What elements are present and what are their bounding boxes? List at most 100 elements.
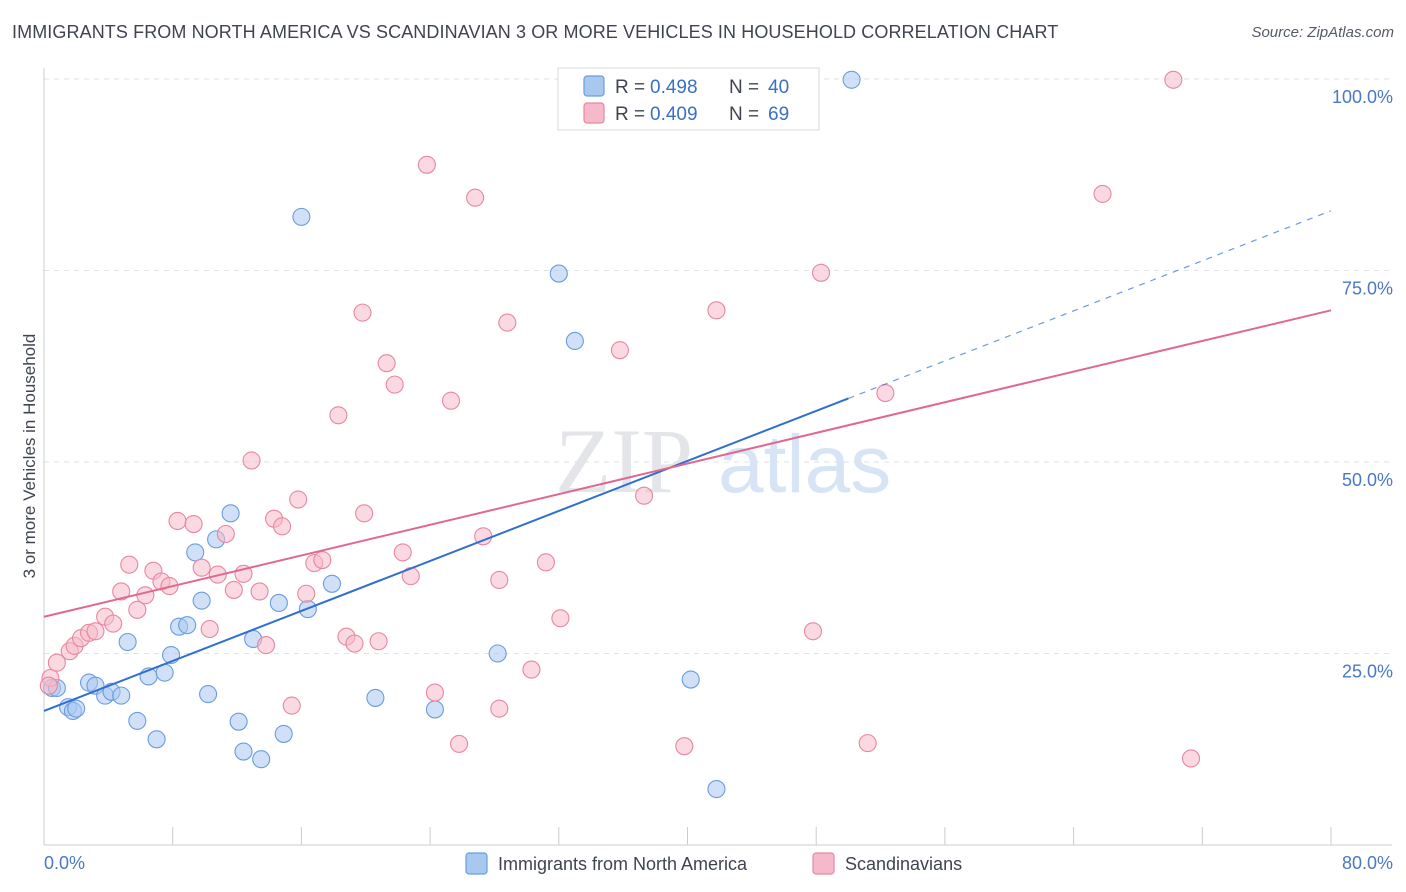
- point-scandinavians: [811, 263, 831, 282]
- legend-box: R = 0.498 N = 40 R = 0.409 N = 69: [557, 67, 820, 131]
- legend-r-value-north-america: 0.498: [650, 77, 698, 98]
- y-tick-label: 100.0%: [1332, 87, 1393, 107]
- point-scandinavians: [256, 636, 276, 655]
- point-scandinavians: [490, 699, 509, 718]
- bottom-legend: Immigrants from North America Scandinavi…: [465, 852, 962, 875]
- point-scandinavians: [1181, 749, 1201, 768]
- point-north-america: [186, 543, 205, 562]
- point-north-america: [67, 699, 86, 718]
- point-scandinavians: [250, 582, 269, 601]
- watermark-atlas: atlas: [718, 419, 891, 510]
- point-scandinavians: [313, 550, 332, 570]
- bottom-legend-swatch-north-america: [465, 852, 488, 875]
- point-scandinavians: [104, 614, 123, 633]
- trend-line-north-america-extension: [848, 210, 1332, 399]
- point-scandinavians: [329, 406, 348, 425]
- legend-n-value-scandinavians: 69: [768, 104, 789, 125]
- bottom-legend-label-north-america: Immigrants from North America: [498, 854, 748, 874]
- point-scandinavians: [635, 486, 654, 505]
- point-scandinavians: [803, 622, 823, 641]
- y-tick-labels: 25.0% 50.0% 75.0% 100.0%: [1332, 87, 1393, 682]
- point-scandinavians: [297, 584, 316, 603]
- bottom-legend-label-scandinavians: Scandinavians: [845, 854, 962, 874]
- point-scandinavians: [345, 634, 364, 653]
- trend-line-north-america: [43, 397, 849, 712]
- point-scandinavians: [522, 660, 541, 679]
- point-scandinavians: [128, 600, 147, 619]
- point-north-america: [707, 780, 726, 799]
- point-north-america: [128, 711, 147, 730]
- point-scandinavians: [184, 514, 203, 534]
- x-tick-label-min: 0.0%: [44, 853, 85, 873]
- point-scandinavians: [377, 354, 396, 373]
- point-scandinavians: [242, 451, 261, 470]
- legend-r-value-scandinavians: 0.409: [650, 104, 698, 125]
- point-scandinavians: [369, 632, 388, 651]
- chart-title: IMMIGRANTS FROM NORTH AMERICA VS SCANDIN…: [12, 22, 1059, 42]
- point-north-america: [366, 688, 385, 707]
- point-north-america: [269, 593, 288, 612]
- point-north-america: [178, 616, 197, 635]
- source-label: Source: ZipAtlas.com: [1251, 24, 1394, 41]
- y-axis-title: 3 or more Vehicles in Household: [20, 334, 39, 579]
- watermark: ZIP atlas: [555, 410, 891, 512]
- legend-n-label-scandinavians: N =: [729, 104, 759, 125]
- point-scandinavians: [876, 384, 895, 403]
- point-north-america: [192, 591, 211, 610]
- x-tick-label-max: 80.0%: [1342, 853, 1393, 873]
- point-north-america: [565, 331, 584, 351]
- point-scandinavians: [86, 622, 105, 641]
- legend-r-label-scandinavians: R =: [615, 104, 645, 125]
- point-scandinavians: [498, 313, 517, 332]
- point-scandinavians: [551, 609, 570, 628]
- point-north-america: [229, 712, 248, 731]
- point-scandinavians: [441, 391, 461, 410]
- point-scandinavians: [120, 555, 139, 574]
- point-north-america: [252, 750, 271, 769]
- legend-swatch-north-america: [583, 75, 605, 97]
- point-scandinavians: [393, 543, 412, 562]
- point-north-america: [221, 504, 240, 523]
- point-scandinavians: [282, 696, 301, 715]
- point-north-america: [842, 70, 861, 89]
- bottom-legend-swatch-scandinavians: [812, 852, 835, 875]
- point-north-america: [549, 264, 568, 283]
- point-scandinavians: [858, 734, 877, 753]
- y-tick-label: 25.0%: [1342, 662, 1393, 682]
- y-tick-label: 50.0%: [1342, 470, 1393, 490]
- point-north-america: [112, 686, 131, 705]
- point-scandinavians: [425, 683, 444, 702]
- point-scandinavians: [536, 553, 555, 572]
- point-scandinavians: [192, 558, 211, 577]
- point-scandinavians: [355, 504, 374, 523]
- point-scandinavians: [610, 341, 629, 360]
- point-north-america: [147, 730, 166, 749]
- data-points: [39, 70, 1201, 799]
- point-scandinavians: [1093, 184, 1112, 203]
- point-scandinavians: [385, 375, 404, 394]
- point-north-america: [488, 644, 507, 663]
- point-scandinavians: [353, 303, 372, 322]
- point-scandinavians: [168, 511, 187, 531]
- point-north-america: [199, 685, 218, 704]
- point-scandinavians: [136, 586, 155, 605]
- point-north-america: [118, 632, 137, 652]
- point-scandinavians: [200, 619, 219, 639]
- point-scandinavians: [490, 570, 509, 590]
- point-scandinavians: [675, 737, 694, 756]
- legend-n-value-north-america: 40: [768, 77, 789, 98]
- point-scandinavians: [273, 517, 292, 536]
- point-north-america: [681, 670, 700, 689]
- watermark-zip: ZIP: [555, 410, 693, 512]
- trend-line-scandinavians: [43, 309, 1332, 618]
- point-scandinavians: [1164, 70, 1183, 89]
- axes: [43, 68, 1392, 846]
- legend-swatch-scandinavians: [583, 102, 605, 124]
- point-north-america: [274, 724, 293, 743]
- point-scandinavians: [417, 155, 436, 174]
- point-scandinavians: [216, 524, 235, 544]
- point-north-america: [292, 207, 311, 226]
- trend-lines: [43, 210, 1332, 712]
- legend-r-label-north-america: R =: [615, 77, 645, 98]
